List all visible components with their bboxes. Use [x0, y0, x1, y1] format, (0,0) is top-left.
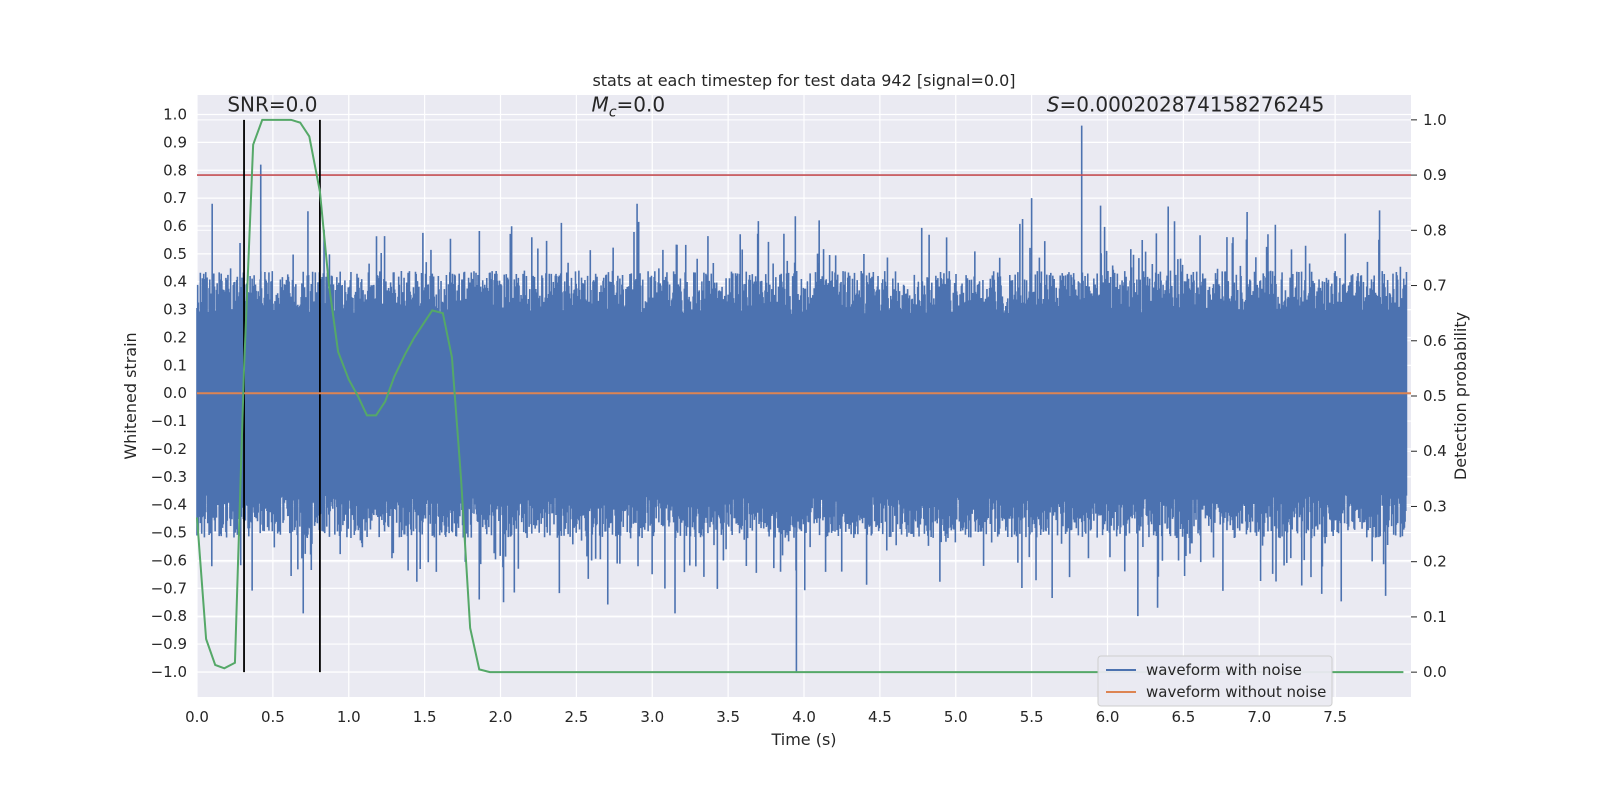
- annotation-label: SNR=0.0: [227, 92, 317, 116]
- x-tick-label: 2.5: [564, 708, 588, 726]
- x-tick-label: 3.5: [716, 708, 740, 726]
- y-tick-label: 0.5: [163, 245, 187, 263]
- x-tick-label: 0.5: [261, 708, 285, 726]
- y-tick-label: 0.3: [163, 301, 187, 319]
- y-tick-label: −0.7: [151, 579, 187, 597]
- y2-tick-label: 0.9: [1423, 166, 1447, 184]
- annotations: SNR=0.0 Mc=0.0 S=0.000202874158276245: [227, 92, 1324, 120]
- x-tick-label: 7.5: [1323, 708, 1347, 726]
- y-tick-label: −0.4: [151, 496, 187, 514]
- y-axis-label: Whitened strain: [121, 332, 140, 459]
- y2-tick-label: 0.1: [1423, 608, 1447, 626]
- x-tick-label: 6.5: [1171, 708, 1195, 726]
- noise-series: [196, 125, 1408, 672]
- x-tick-label: 4.5: [868, 708, 892, 726]
- y2-tick-label: 0.4: [1423, 442, 1447, 460]
- y-tick-label: −0.3: [151, 468, 187, 486]
- y2-tick-label: 0.6: [1423, 332, 1447, 350]
- legend-label: waveform with noise: [1146, 661, 1302, 679]
- y-tick-label: 0.4: [163, 273, 187, 291]
- x-tick-label: 7.0: [1247, 708, 1271, 726]
- lines-layer: [196, 118, 1411, 674]
- y-tick-label: 0.8: [163, 161, 187, 179]
- y-tick-label: 0.6: [163, 217, 187, 235]
- chart-title: stats at each timestep for test data 942…: [592, 71, 1015, 90]
- y2-tick-label: 0.3: [1423, 497, 1447, 515]
- waveform-with-noise-core: [197, 345, 1407, 455]
- detection-probability-line: [196, 118, 1404, 674]
- ticks-layer: 0.0 0.5 1.0 1.5 2.0 2.5 3.0 3.5 4.0 4.5 5.0 5.5 6.0 6…: [151, 106, 1447, 726]
- x-tick-label: 5.0: [944, 708, 968, 726]
- y-tick-label: −0.9: [151, 635, 187, 653]
- y-tick-label: 0.1: [163, 356, 187, 374]
- x-tick-label: 6.0: [1096, 708, 1120, 726]
- x-tick-label: 2.0: [489, 708, 513, 726]
- y-tick-label: 0.9: [163, 133, 187, 151]
- x-tick-label: 0.0: [185, 708, 209, 726]
- annotation-label: S=0.000202874158276245: [1047, 92, 1325, 116]
- y-tick-label: 0.0: [163, 384, 187, 402]
- x-tick-label: 5.5: [1020, 708, 1044, 726]
- y2-tick-label: 0.0: [1423, 663, 1447, 681]
- legend: waveform with noise waveform without nois…: [1097, 655, 1333, 707]
- y-tick-label: 0.2: [163, 328, 187, 346]
- y-tick-label: −1.0: [151, 663, 187, 681]
- y2-tick-label: 0.7: [1423, 277, 1447, 295]
- y-tick-label: −0.1: [151, 412, 187, 430]
- y2-axis-label: Detection probability: [1451, 312, 1470, 480]
- y-tick-label: 0.7: [163, 189, 187, 207]
- y-tick-label: −0.5: [151, 524, 187, 542]
- x-tick-label: 1.0: [337, 708, 361, 726]
- y-tick-label: 1.0: [163, 106, 187, 124]
- legend-box: [1097, 655, 1333, 707]
- x-axis-label: Time (s): [770, 730, 836, 749]
- legend-label: waveform without noise: [1146, 683, 1326, 701]
- y2-tick-label: 0.8: [1423, 221, 1447, 239]
- y2-tick-label: 0.2: [1423, 553, 1447, 571]
- y-tick-label: −0.6: [151, 551, 187, 569]
- x-tick-label: 1.5: [413, 708, 437, 726]
- annotation-label: Mc=0.0: [592, 92, 666, 120]
- x-tick-label: 4.0: [792, 708, 816, 726]
- y2-tick-label: 0.5: [1423, 387, 1447, 405]
- y-tick-label: −0.8: [151, 607, 187, 625]
- y-tick-label: −0.2: [151, 440, 187, 458]
- x-tick-label: 3.0: [640, 708, 664, 726]
- y2-tick-label: 1.0: [1423, 111, 1447, 129]
